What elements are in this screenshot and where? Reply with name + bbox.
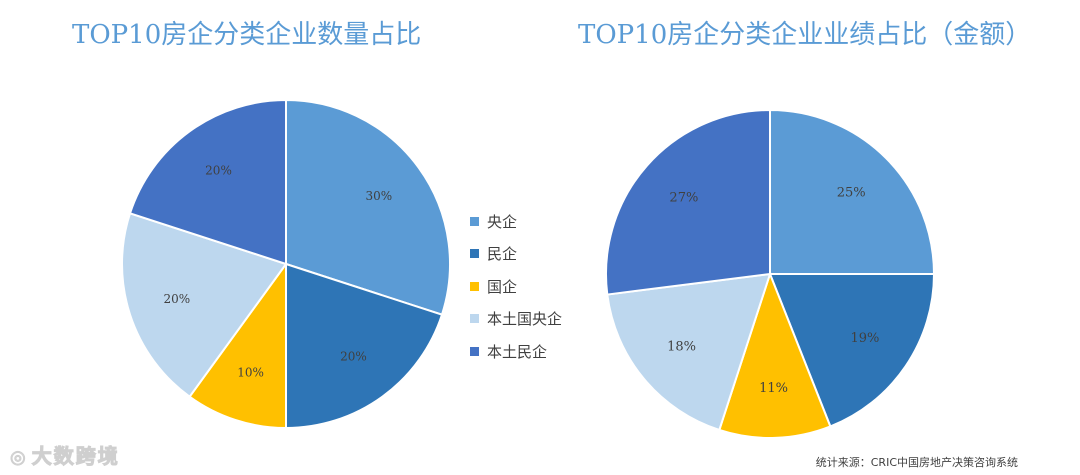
legend-swatch [470, 249, 479, 259]
pie-slice-local-private [128, 98, 287, 266]
watermark-logo: ◎ 大数跨境 [10, 440, 120, 469]
pie-slice-local-private [605, 108, 771, 296]
legend-item-local-private: 本土民企 [470, 335, 562, 368]
pie-slice-local-soe [606, 272, 772, 432]
data-label-state-owned: 11% [759, 381, 788, 396]
legend-swatch [470, 314, 479, 324]
legend-label: 民企 [487, 245, 518, 264]
chart-legend: 央企 民企 国企 本土国央企 本土民企 [470, 205, 562, 368]
legend-item-local-soe: 本土国央企 [470, 303, 562, 336]
pie-chart-performance: 25% 19% 11% 18% 27% [605, 108, 936, 439]
legend-label: 本土国央企 [487, 310, 563, 329]
data-label-state-owned: 10% [237, 366, 264, 380]
pie-chart-quantity: 30% 20% 10% 20% 20% [121, 98, 451, 430]
legend-label: 国企 [487, 277, 518, 296]
legend-item-state-owned: 国企 [470, 270, 562, 303]
pie-slice-private [768, 273, 936, 428]
data-label-local-private: 20% [205, 164, 232, 178]
chart-title-quantity: TOP10房企分类企业数量占比 [72, 20, 422, 50]
watermark-text: 大数跨境 [31, 444, 120, 469]
pie-slice-state-owned [188, 260, 287, 430]
chart-title-performance: TOP10房企分类企业业绩占比（金额） [578, 20, 1032, 50]
source-note: 统计来源：CRIC中国房地产决策咨询系统 [815, 456, 1018, 469]
pie-slice-local-soe [121, 212, 288, 399]
legend-item-private: 民企 [470, 238, 562, 271]
logo-icon: ◎ [10, 447, 28, 469]
data-label-central-soe: 25% [837, 185, 866, 200]
legend-label: 本土民企 [487, 342, 548, 361]
data-label-private: 19% [850, 331, 879, 346]
legend-swatch [470, 281, 479, 291]
legend-item-central-soe: 央企 [470, 205, 562, 238]
data-label-local-soe: 20% [163, 292, 190, 306]
legend-swatch [470, 216, 479, 226]
data-label-private: 20% [340, 349, 367, 363]
pie-slice-central-soe [285, 98, 451, 316]
pie-slice-central-soe [769, 108, 936, 275]
data-label-local-private: 27% [669, 191, 698, 206]
data-label-local-soe: 18% [667, 340, 696, 355]
pie-slice-private [285, 262, 444, 430]
data-label-central-soe: 30% [366, 189, 393, 203]
legend-label: 央企 [487, 212, 518, 231]
legend-swatch [470, 346, 479, 356]
pie-slice-state-owned [718, 271, 832, 439]
